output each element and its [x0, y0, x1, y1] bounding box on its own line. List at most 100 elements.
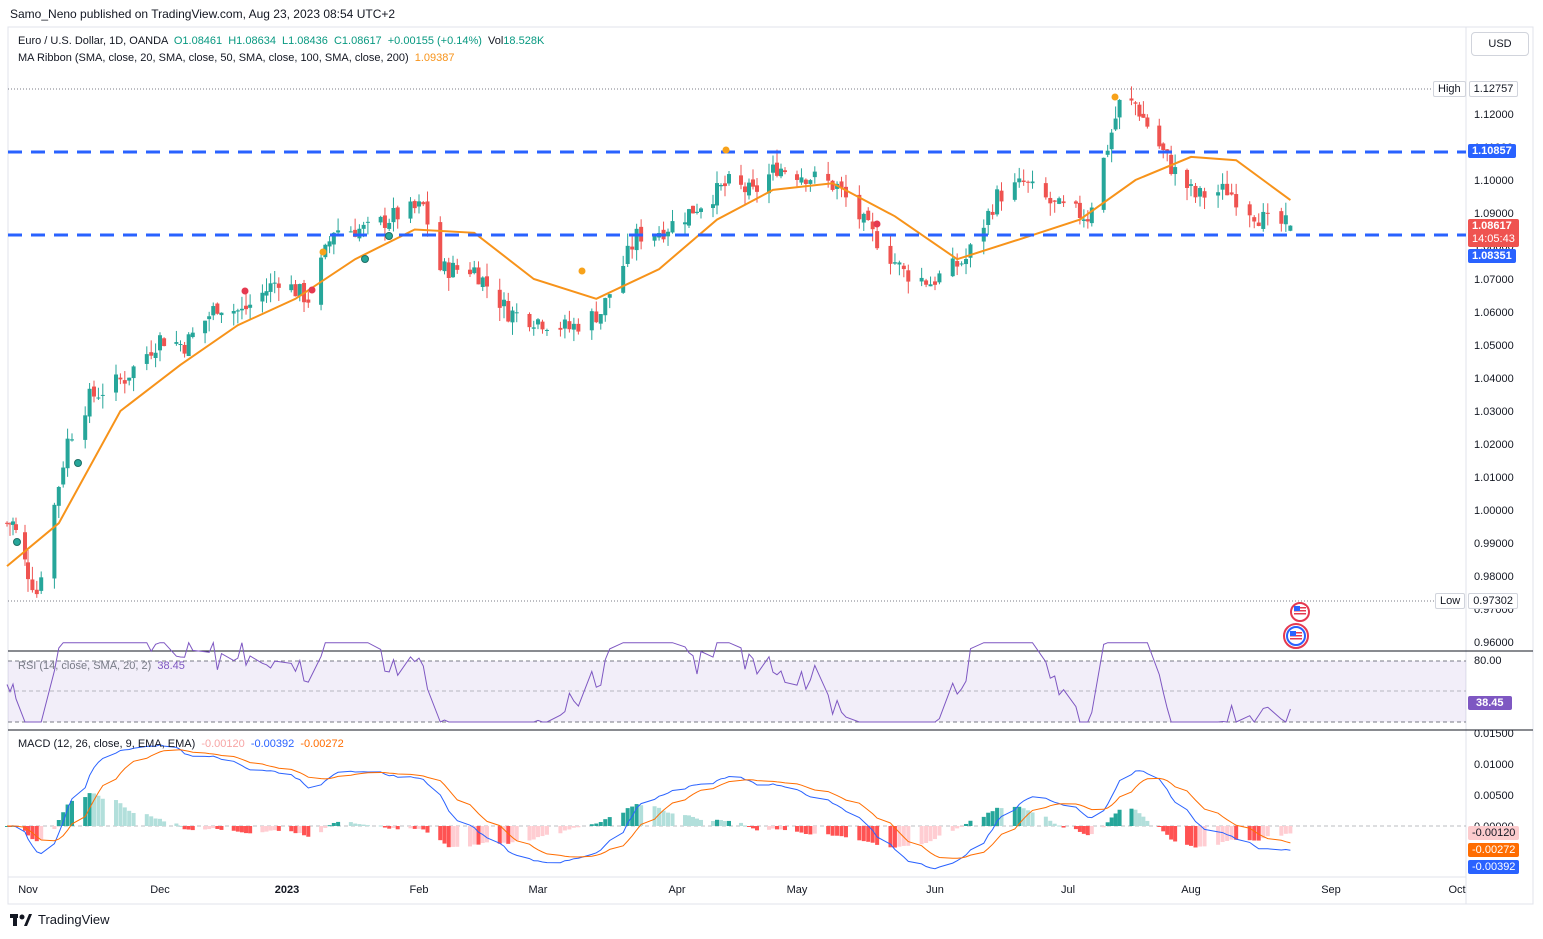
candle-body [331, 232, 336, 245]
candle-body [625, 245, 630, 265]
candle-body [1185, 169, 1190, 188]
macd-histogram-bar [1109, 817, 1114, 826]
macd-histogram-bar [657, 807, 662, 826]
candle-body [924, 280, 929, 285]
candle-body [1061, 201, 1066, 204]
candle-body [1109, 132, 1114, 150]
candle-body [1133, 102, 1138, 104]
candle-body [23, 532, 27, 560]
candle-body [1288, 225, 1293, 231]
signal-dot [308, 286, 316, 294]
macd-histogram-bar [968, 820, 973, 826]
signal-dot [873, 220, 881, 228]
us-event-flag-icon[interactable] [1290, 602, 1310, 622]
candle-body [293, 284, 298, 297]
macd-histogram-bar [158, 818, 162, 826]
macd-hist-tag: -0.00120 [1468, 826, 1520, 840]
candle-body [52, 504, 57, 579]
candle-body [598, 314, 603, 324]
symbol-legend: Euro / U.S. Dollar, 1D, OANDA O1.08461 H… [18, 35, 544, 47]
low-tag: Low 0.97302 [1435, 593, 1518, 609]
macd-histogram-bar [506, 826, 511, 844]
signal-dot [241, 287, 249, 295]
time-tick-label: Dec [150, 884, 170, 896]
macd-histogram-bar [1113, 813, 1118, 826]
candle-body [727, 174, 731, 184]
candle-body [892, 262, 897, 264]
candle-body [190, 332, 195, 338]
macd-histogram-bar [395, 826, 400, 830]
candle-body [348, 231, 353, 233]
candle-body [1048, 197, 1053, 204]
candle-body [843, 186, 848, 198]
candle-body [378, 216, 383, 223]
price-tick-label: 1.10000 [1474, 175, 1514, 187]
ma-value: 1.09387 [414, 52, 455, 64]
macd-histogram-bar [933, 826, 937, 840]
macd-histogram-bar [302, 826, 307, 836]
candle-body [421, 202, 426, 205]
candle-body [621, 265, 626, 293]
macd-histogram-bar [451, 826, 455, 847]
candle-body [1252, 217, 1257, 222]
macd-histogram-bar [1185, 826, 1190, 845]
time-tick-label: Mar [529, 884, 548, 896]
candle-body [203, 320, 208, 334]
macd-histogram-bar [289, 826, 294, 832]
footer-brand[interactable]: TradingView [10, 912, 110, 927]
candle-body [1145, 117, 1150, 127]
candle-body [96, 397, 101, 399]
candle-body [446, 262, 451, 278]
candle-body [830, 180, 835, 190]
macd-histogram-bar [65, 804, 70, 826]
macd-histogram-bar [1057, 825, 1062, 827]
candle-body [919, 277, 924, 282]
macd-signal-tag: -0.00272 [1468, 843, 1520, 857]
candle-body [39, 577, 44, 591]
macd-tick-label: 0.01500 [1474, 728, 1514, 740]
macd-histogram-bar [1077, 826, 1082, 832]
macd-histogram-bar [1081, 826, 1086, 834]
candle-body [995, 189, 1000, 215]
signal-dots [13, 93, 1119, 546]
macd-histogram-bar [323, 826, 328, 828]
macd-histogram-bar [799, 826, 804, 833]
macd-histogram-bar [699, 819, 703, 826]
macd-histogram-bar [919, 826, 924, 845]
candle-body [476, 267, 481, 285]
macd-histogram-bar [928, 826, 933, 842]
price-tick-label: 1.06000 [1474, 307, 1514, 319]
price-tick-label: 1.01000 [1474, 472, 1514, 484]
candle-body [1225, 183, 1230, 196]
signal-dot [578, 267, 586, 275]
time-tick-label: Oct [1448, 884, 1465, 896]
candle-body [870, 221, 875, 230]
candle-body [510, 310, 515, 323]
symbol-name: Euro / U.S. Dollar, 1D, OANDA [18, 35, 168, 47]
candle-body [723, 183, 727, 187]
candle-body [959, 263, 964, 265]
candle-body [276, 283, 281, 288]
candle-body [1157, 125, 1162, 147]
high-value-tag: 1.12757 [1468, 81, 1519, 97]
candle-body [207, 316, 212, 320]
macd-histogram-bar [795, 826, 799, 832]
us-event-flag-icon[interactable] [1283, 623, 1309, 649]
macd-histogram-bar [830, 826, 835, 836]
signal-dot [722, 146, 730, 154]
macd-histogram-bar [219, 826, 224, 830]
time-tick-label: Nov [18, 884, 38, 896]
candle-body [412, 201, 417, 209]
candle-body [1198, 188, 1203, 197]
macd-histogram-bar [621, 812, 626, 826]
currency-button[interactable]: USD [1471, 32, 1529, 56]
candle-body [1261, 211, 1266, 229]
macd-histogram-bar [783, 826, 787, 831]
candle-body [1247, 204, 1252, 216]
macd-histogram-bar [1220, 826, 1225, 843]
candle-body [755, 185, 759, 192]
candle-body [248, 304, 253, 308]
macd-histogram-bar [1101, 826, 1106, 828]
current-price-value: 1.08617 [1472, 220, 1512, 232]
